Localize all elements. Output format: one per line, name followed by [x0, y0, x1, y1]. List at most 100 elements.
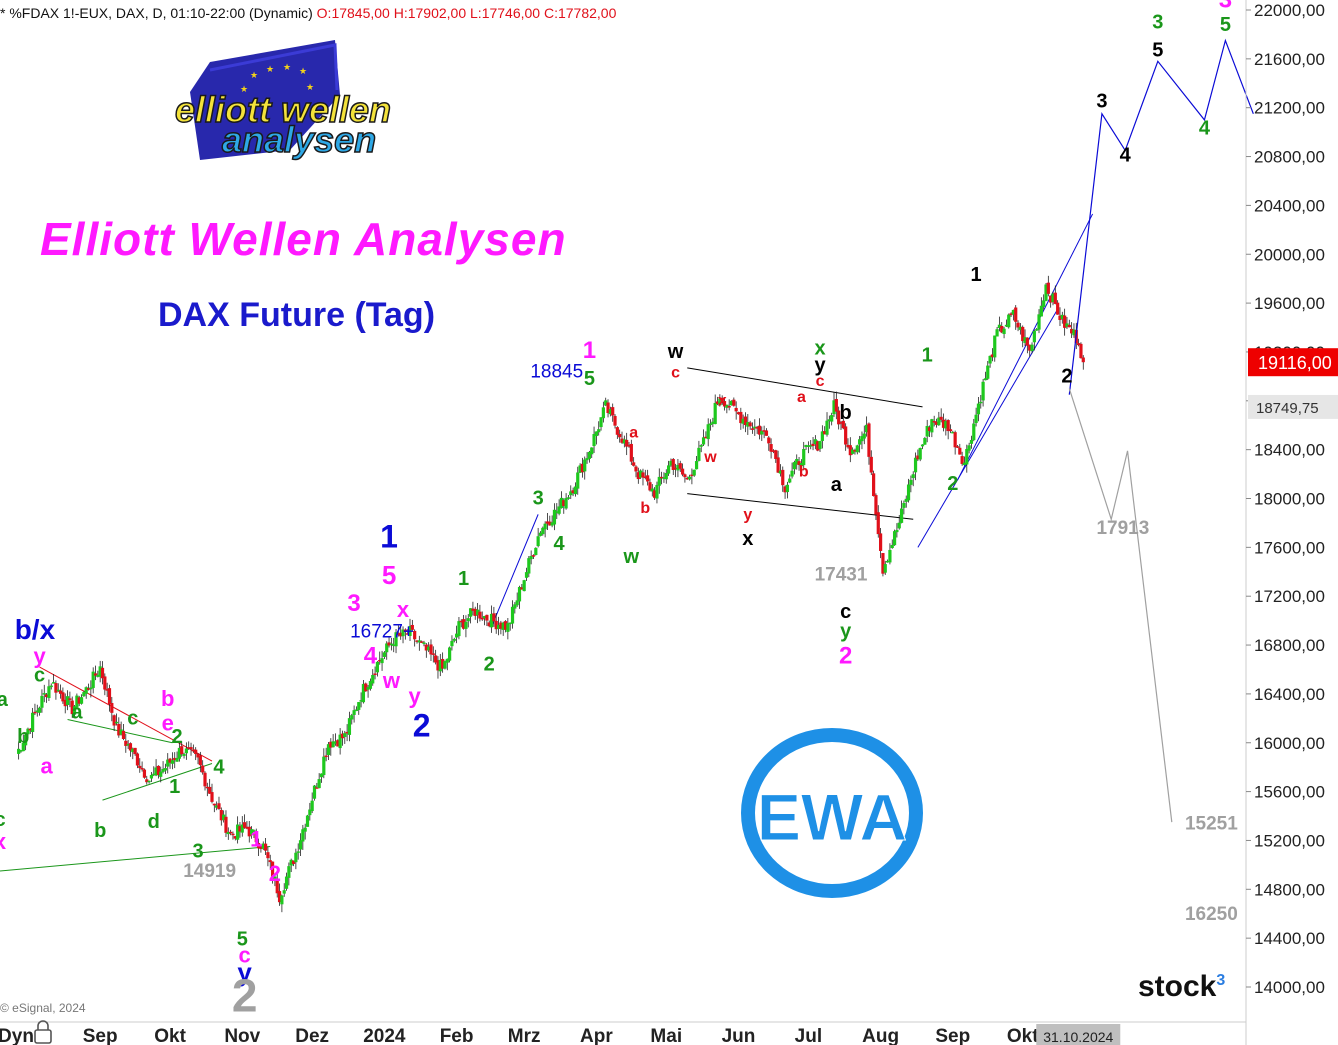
candle — [972, 418, 976, 442]
candle — [534, 547, 538, 556]
wave-label: x — [742, 528, 753, 550]
trend-channel-line — [102, 763, 213, 801]
candle — [79, 694, 84, 705]
candle — [63, 693, 67, 714]
candle — [634, 465, 638, 478]
price-level-label: 17431 — [815, 564, 868, 585]
wave-label: 2 — [1061, 365, 1072, 387]
candle — [245, 821, 249, 830]
candle — [809, 440, 813, 450]
wave-label: x — [0, 829, 7, 854]
time-tick-label: Feb — [440, 1026, 474, 1045]
candle — [270, 861, 275, 884]
candle — [767, 435, 771, 451]
candle — [1014, 305, 1018, 330]
price-tick-label: 15200,00 — [1254, 831, 1325, 850]
time-axis[interactable]: Dyn Sep Okt Nov Dez 2024 Feb Mrz Apr Mai Jun Jul Aug… — [0, 1020, 1246, 1045]
candle — [336, 739, 340, 747]
candle — [26, 727, 30, 737]
candle — [275, 872, 279, 898]
candle — [280, 894, 284, 913]
candle — [429, 639, 433, 661]
candle — [683, 473, 687, 483]
wave-label: 2 — [484, 654, 495, 676]
price-level-label: 17913 — [1096, 518, 1149, 539]
candle — [583, 456, 587, 480]
candle — [1035, 328, 1039, 331]
candle — [571, 487, 575, 497]
candle — [1067, 319, 1071, 328]
candle — [692, 469, 696, 477]
time-tick-label: Sep — [83, 1026, 118, 1045]
candle — [732, 397, 736, 407]
candle — [105, 682, 109, 697]
candle — [1063, 308, 1067, 336]
candle — [676, 458, 680, 478]
candle — [979, 394, 983, 409]
candle — [879, 528, 883, 559]
candle — [660, 471, 664, 485]
candle — [625, 432, 629, 456]
candle — [559, 491, 564, 509]
candle — [816, 440, 820, 452]
candle — [606, 399, 610, 418]
candle — [1021, 325, 1025, 348]
candle — [955, 444, 960, 448]
candle — [131, 747, 135, 760]
marker-price-label: 18749,75 — [1256, 400, 1319, 417]
candle — [636, 467, 640, 484]
candle — [697, 440, 701, 462]
candle — [739, 407, 743, 430]
candle — [478, 604, 482, 622]
candle — [892, 529, 897, 546]
candle — [91, 667, 95, 694]
wave-label: 4 — [213, 756, 225, 778]
wave-label: 5 — [584, 368, 595, 390]
candle — [357, 701, 361, 715]
candle — [906, 478, 911, 503]
price-axis[interactable]: 22000,00 21600,00 21200,00 20800,00 20400,00… — [1245, 0, 1338, 1045]
wave-label: 2 — [232, 969, 258, 1021]
candle — [173, 752, 177, 769]
candle — [121, 724, 126, 741]
candle — [19, 749, 23, 753]
time-tick-label: Dyn — [0, 1026, 34, 1045]
candle — [778, 464, 783, 477]
candle — [555, 503, 559, 520]
time-tick-label: Okt — [154, 1026, 186, 1045]
candle — [124, 733, 128, 753]
wave-label: 5 — [237, 928, 248, 950]
candle — [205, 782, 209, 797]
candle — [410, 619, 414, 631]
candle — [653, 487, 657, 500]
candle — [541, 526, 545, 536]
candle — [687, 474, 692, 481]
candle — [995, 326, 999, 337]
symbol-info: * %FDAX 1!-EUX, DAX, D, 01:10-22:00 (Dyn… — [0, 5, 313, 21]
candle — [629, 439, 633, 465]
price-tick-label: 18400,00 — [1254, 441, 1325, 460]
candle — [42, 684, 46, 703]
candle — [920, 444, 925, 450]
candle — [953, 430, 957, 455]
candle — [592, 426, 596, 453]
candle — [44, 692, 49, 703]
candle — [152, 766, 156, 777]
candle — [753, 419, 757, 436]
price-tick-label: 21600,00 — [1254, 50, 1325, 69]
candle — [392, 637, 396, 653]
wave-label: 3 — [533, 488, 544, 510]
candle — [312, 784, 317, 801]
candle — [291, 860, 296, 867]
candle — [869, 450, 873, 476]
candle — [1002, 326, 1006, 339]
price-tick-label: 16800,00 — [1254, 636, 1325, 655]
chart-header: * %FDAX 1!-EUX, DAX, D, 01:10-22:00 (Dyn… — [0, 5, 616, 21]
candle — [345, 724, 349, 742]
lock-icon[interactable] — [34, 1020, 52, 1044]
wave-label: 1 — [583, 337, 596, 364]
price-tick-label: 16000,00 — [1254, 734, 1325, 753]
price-tick-label: 14800,00 — [1254, 880, 1325, 899]
wave-label: a — [831, 474, 843, 496]
candle — [1051, 291, 1055, 306]
